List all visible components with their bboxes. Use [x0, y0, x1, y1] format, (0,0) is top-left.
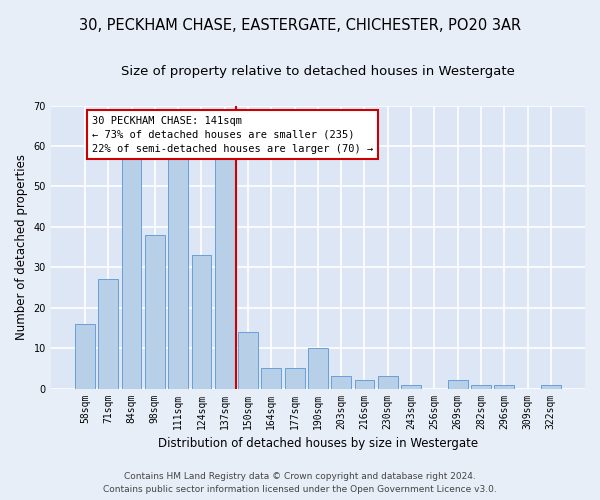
Bar [122, 158, 142, 388]
Bar [331, 376, 351, 388]
Bar [215, 158, 235, 388]
Bar [401, 384, 421, 388]
Title: Size of property relative to detached houses in Westergate: Size of property relative to detached ho… [121, 65, 515, 78]
Bar [191, 255, 211, 388]
Bar [145, 235, 165, 388]
Bar [355, 380, 374, 388]
Bar [75, 324, 95, 388]
Bar [168, 154, 188, 388]
X-axis label: Distribution of detached houses by size in Westergate: Distribution of detached houses by size … [158, 437, 478, 450]
Bar [238, 332, 258, 388]
Bar [494, 384, 514, 388]
Text: 30, PECKHAM CHASE, EASTERGATE, CHICHESTER, PO20 3AR: 30, PECKHAM CHASE, EASTERGATE, CHICHESTE… [79, 18, 521, 32]
Bar [262, 368, 281, 388]
Bar [285, 368, 305, 388]
Bar [541, 384, 561, 388]
Text: 30 PECKHAM CHASE: 141sqm
← 73% of detached houses are smaller (235)
22% of semi-: 30 PECKHAM CHASE: 141sqm ← 73% of detach… [92, 116, 373, 154]
Y-axis label: Number of detached properties: Number of detached properties [15, 154, 28, 340]
Bar [448, 380, 467, 388]
Bar [308, 348, 328, 389]
Bar [98, 280, 118, 388]
Text: Contains HM Land Registry data © Crown copyright and database right 2024.
Contai: Contains HM Land Registry data © Crown c… [103, 472, 497, 494]
Bar [471, 384, 491, 388]
Bar [378, 376, 398, 388]
